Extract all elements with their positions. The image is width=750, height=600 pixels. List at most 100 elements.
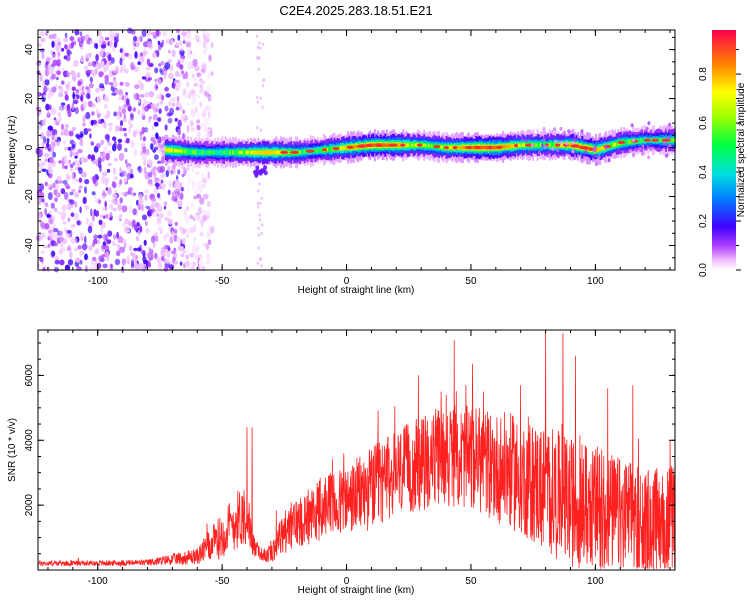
noise-speckle xyxy=(142,260,148,264)
noise-speckle xyxy=(104,133,110,141)
noise-speckle xyxy=(210,42,214,49)
noise-speckle xyxy=(175,28,181,34)
noise-speckle xyxy=(193,195,198,200)
ridge-cell xyxy=(568,143,570,147)
noise-speckle xyxy=(64,264,71,271)
noise-speckle xyxy=(140,249,146,255)
noise-speckle xyxy=(207,111,211,118)
noise-speckle xyxy=(182,132,185,141)
noise-speckle xyxy=(95,53,99,62)
noise-speckle xyxy=(49,230,55,238)
noise-speckle xyxy=(85,93,90,99)
noise-speckle xyxy=(259,96,263,100)
noise-speckle xyxy=(196,72,202,78)
ridge-cell xyxy=(172,147,175,154)
noise-speckle xyxy=(122,118,127,123)
halo-speckle xyxy=(544,144,547,149)
noise-speckle xyxy=(128,205,133,214)
noise-speckle xyxy=(143,166,147,174)
noise-speckle xyxy=(141,29,147,37)
noise-speckle xyxy=(130,123,133,128)
ridge-cell xyxy=(229,150,231,155)
ridge-cell xyxy=(194,150,197,155)
halo-speckle xyxy=(604,145,608,150)
noise-speckle xyxy=(148,116,152,120)
ridge-cell xyxy=(269,150,272,155)
noise-speckle xyxy=(56,210,61,215)
noise-speckle xyxy=(78,185,83,189)
noise-speckle xyxy=(207,72,211,79)
noise-speckle xyxy=(85,58,89,62)
ridge-cell xyxy=(502,144,505,149)
noise-speckle xyxy=(121,170,127,177)
noise-speckle xyxy=(143,239,147,246)
ridge-cell xyxy=(251,150,254,155)
noise-speckle xyxy=(177,128,181,136)
noise-speckle xyxy=(114,176,118,181)
noise-speckle xyxy=(182,109,185,115)
ridge-peak xyxy=(433,145,441,149)
noise-speckle xyxy=(103,121,107,129)
noise-speckle xyxy=(179,192,184,201)
noise-speckle xyxy=(156,102,160,108)
noise-speckle xyxy=(89,76,94,83)
noise-speckle xyxy=(135,235,140,242)
noise-speckle xyxy=(157,160,162,164)
noise-speckle xyxy=(157,205,163,213)
halo-speckle xyxy=(593,153,597,158)
noise-speckle xyxy=(190,108,196,115)
ridge-cell xyxy=(188,148,191,155)
noise-speckle xyxy=(97,234,103,239)
noise-speckle xyxy=(107,54,112,62)
ridge-peak xyxy=(365,143,372,147)
noise-speckle xyxy=(81,85,85,92)
noise-speckle xyxy=(92,160,97,165)
noise-speckle xyxy=(70,224,76,228)
noise-speckle xyxy=(55,76,59,81)
noise-speckle xyxy=(190,119,194,128)
noise-speckle xyxy=(174,229,178,234)
ridge-cell xyxy=(263,150,266,155)
noise-speckle xyxy=(141,76,147,80)
noise-speckle xyxy=(104,200,107,208)
noise-speckle xyxy=(77,80,82,87)
ridge-peak xyxy=(375,143,383,147)
noise-speckle xyxy=(163,266,169,272)
noise-speckle xyxy=(127,105,132,112)
ridge-cell xyxy=(578,145,581,149)
noise-speckle xyxy=(100,214,104,218)
ridge-cell xyxy=(609,143,612,149)
noise-speckle xyxy=(152,136,157,141)
noise-speckle xyxy=(84,186,87,194)
noise-speckle xyxy=(142,146,147,154)
noise-speckle xyxy=(142,50,147,57)
noise-speckle xyxy=(157,166,163,174)
ridge-cell xyxy=(330,146,333,153)
noise-speckle xyxy=(104,207,108,211)
ridge-cell xyxy=(642,137,645,144)
noise-speckle xyxy=(177,200,183,208)
noise-speckle xyxy=(74,178,79,183)
colorbar-tick-label: 0.6 xyxy=(698,116,709,130)
noise-speckle xyxy=(39,220,44,228)
halo-speckle xyxy=(650,147,654,152)
noise-speckle xyxy=(86,128,92,132)
noise-speckle xyxy=(132,208,138,216)
noise-speckle xyxy=(145,205,151,210)
noise-speckle xyxy=(52,141,56,148)
noise-speckle xyxy=(83,37,88,42)
noise-speckle xyxy=(182,87,187,94)
noise-speckle xyxy=(128,245,133,252)
noise-speckle xyxy=(192,243,196,250)
ridge-cell xyxy=(587,146,590,151)
noise-speckle xyxy=(186,233,190,239)
noise-speckle xyxy=(67,80,72,85)
noise-speckle xyxy=(189,261,194,268)
noise-speckle xyxy=(201,64,206,69)
noise-speckle xyxy=(117,203,122,212)
ridge-cell xyxy=(315,148,318,153)
noise-speckle xyxy=(174,84,180,92)
noise-speckle xyxy=(127,118,132,126)
colorbar-ticks: 0.0 0.2 0.4 0.6 0.8 xyxy=(698,49,741,277)
ridge-cell xyxy=(217,149,220,156)
